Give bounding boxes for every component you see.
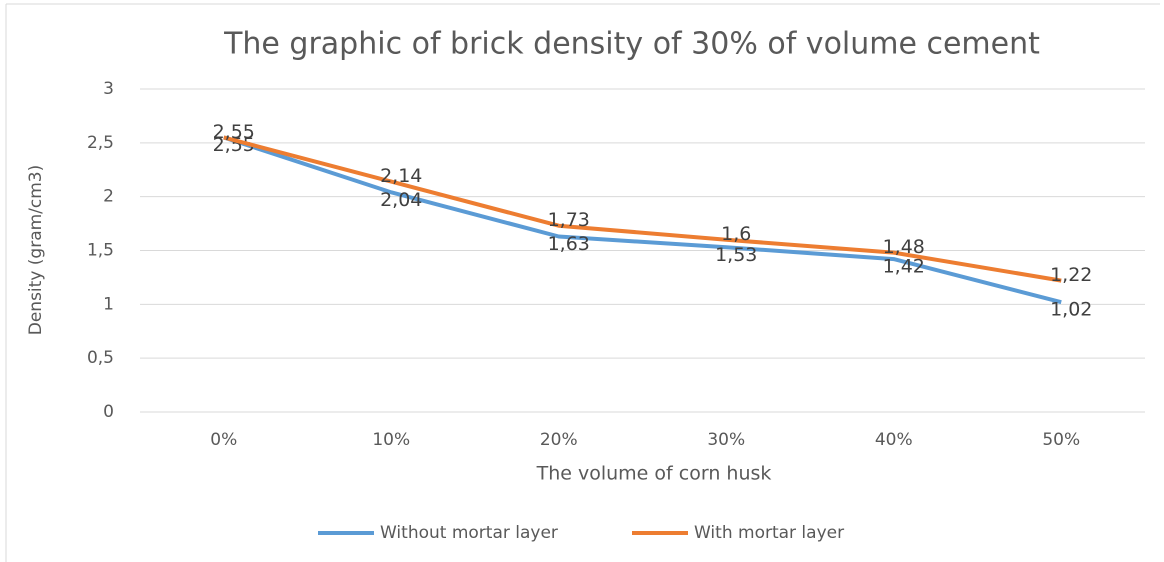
x-tick-label: 10% [372, 430, 410, 450]
data-label: 1,73 [548, 209, 590, 231]
series-line [223, 135, 1062, 283]
data-label: 1,63 [548, 233, 590, 255]
data-label: 1,42 [883, 256, 925, 278]
data-label: 1,6 [721, 223, 751, 245]
x-tick-label: 50% [1042, 430, 1080, 450]
series-line [223, 135, 1062, 305]
data-label: 2,14 [380, 165, 422, 187]
chart-title: The graphic of brick density of 30% of v… [223, 27, 1040, 62]
y-tick-label: 2,5 [87, 133, 114, 153]
data-label: 2,55 [213, 121, 255, 143]
legend-label: Without mortar layer [380, 523, 558, 543]
x-tick-label: 40% [875, 430, 913, 450]
x-tick-label: 30% [707, 430, 745, 450]
y-tick-label: 3 [103, 79, 114, 99]
data-label: 1,02 [1050, 299, 1092, 321]
y-tick-label: 1 [103, 294, 114, 314]
y-tick-label: 0 [103, 402, 114, 422]
y-tick-label: 2 [103, 187, 114, 207]
data-label: 1,48 [883, 236, 925, 258]
legend-label: With mortar layer [694, 523, 844, 543]
data-label: 1,22 [1050, 264, 1092, 286]
data-label: 1,53 [715, 244, 757, 266]
y-tick-label: 0,5 [87, 348, 114, 368]
data-label: 2,55 [213, 134, 255, 156]
data-label: 2,04 [380, 189, 422, 211]
y-tick-label: 1,5 [87, 241, 114, 261]
x-axis-label: The volume of corn husk [536, 463, 772, 485]
x-tick-label: 0% [210, 430, 237, 450]
x-tick-label: 20% [540, 430, 578, 450]
y-axis-label: Density (gram/cm3) [26, 165, 46, 336]
